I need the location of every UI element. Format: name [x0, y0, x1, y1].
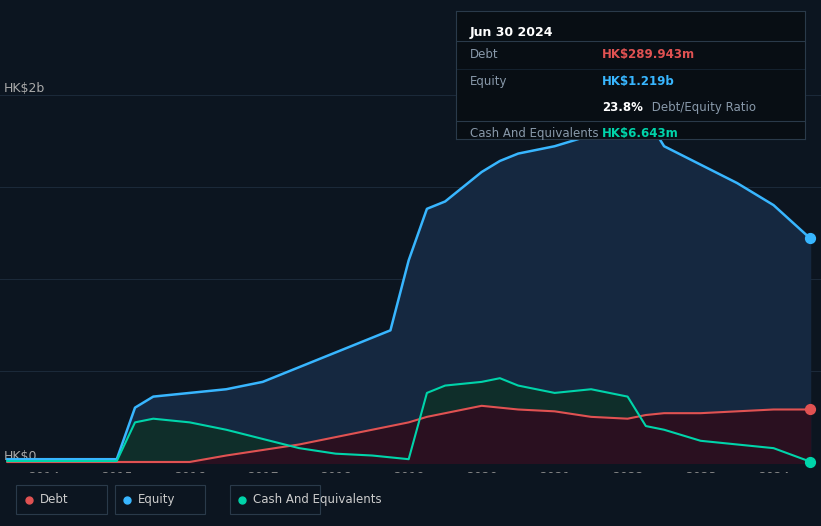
FancyBboxPatch shape: [115, 485, 205, 514]
Text: Cash And Equivalents: Cash And Equivalents: [470, 126, 599, 139]
Point: [804, 458, 817, 466]
Text: HK$1.219b: HK$1.219b: [603, 75, 675, 88]
Text: HK$6.643m: HK$6.643m: [603, 126, 679, 139]
Text: Debt: Debt: [39, 493, 68, 507]
Text: Equity: Equity: [470, 75, 507, 88]
Text: Jun 30 2024: Jun 30 2024: [470, 26, 553, 39]
Text: HK$2b: HK$2b: [3, 82, 45, 95]
Text: Cash And Equivalents: Cash And Equivalents: [253, 493, 382, 507]
Point: [804, 405, 817, 413]
FancyBboxPatch shape: [230, 485, 320, 514]
FancyBboxPatch shape: [16, 485, 107, 514]
Text: HK$289.943m: HK$289.943m: [603, 48, 695, 61]
Text: Debt: Debt: [470, 48, 498, 61]
Text: Equity: Equity: [138, 493, 176, 507]
Point: [804, 234, 817, 242]
Text: 23.8%: 23.8%: [603, 101, 643, 114]
Text: Debt/Equity Ratio: Debt/Equity Ratio: [648, 101, 755, 114]
Text: HK$0: HK$0: [3, 450, 37, 463]
